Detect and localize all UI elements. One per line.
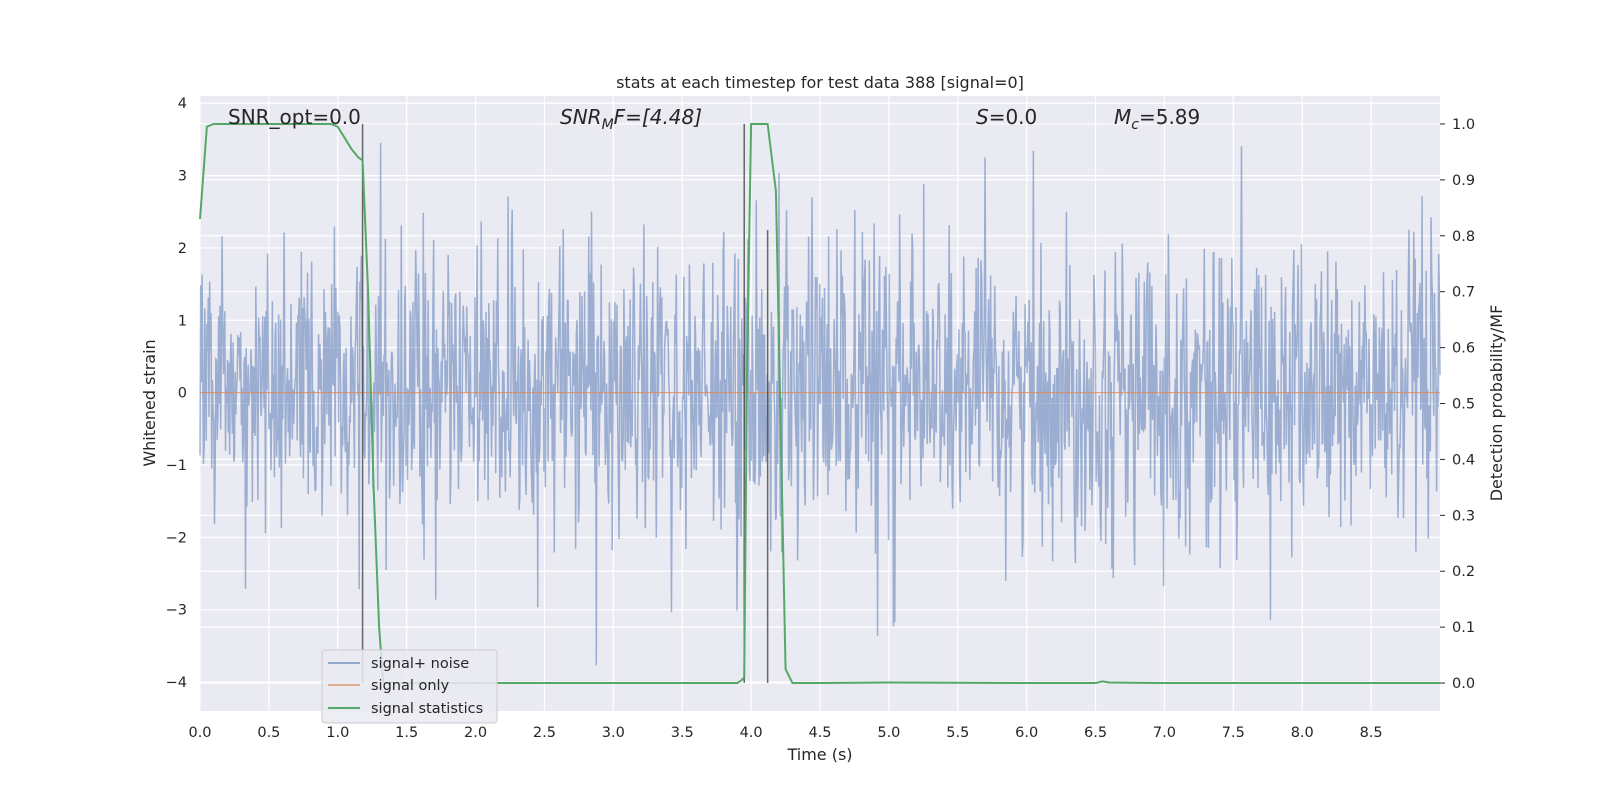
y-tick-label: −2	[166, 530, 187, 546]
x-tick-label: 2.5	[533, 725, 556, 741]
y2-tick-label: 1.0	[1452, 117, 1475, 133]
y2-axis-label: Detection probability/MF	[1487, 305, 1506, 502]
x-tick-label: 8.5	[1360, 725, 1383, 741]
y2-tick-label: 0.0	[1452, 676, 1475, 692]
y-tick-label: −3	[166, 603, 187, 619]
y-tick-label: −4	[166, 675, 187, 691]
series-signal-noise	[199, 143, 1441, 666]
x-tick-label: 1.0	[326, 725, 349, 741]
x-tick-label: 0.5	[257, 725, 280, 741]
x-tick-label: 1.5	[395, 725, 418, 741]
x-tick-label: 3.0	[602, 725, 625, 741]
ticks: 0.0 0.5 1.0 1.5 2.0 2.5 3.0 3.5 4.0 4.5 5.0 5.5 6.0 6…	[166, 96, 1475, 741]
y-tick-label: 3	[178, 169, 187, 185]
noise-line	[199, 143, 1441, 666]
x-tick-label: 7.5	[1222, 725, 1245, 741]
y2-tick-label: 0.8	[1452, 229, 1475, 245]
x-tick-label: 4.5	[808, 725, 831, 741]
x-axis-label: Time (s)	[786, 745, 852, 764]
annotation-mc: Mc=5.89	[1114, 105, 1200, 133]
y-axis-label: Whitened strain	[140, 339, 159, 466]
y-tick-label: 2	[178, 241, 187, 257]
y2-tick-label: 0.1	[1452, 620, 1475, 636]
annotation-snr-opt: SNR_opt=0.0	[228, 105, 361, 129]
y-tick-label: 1	[178, 313, 187, 329]
x-tick-label: 4.0	[740, 725, 763, 741]
annotation-s: S=0.0	[976, 105, 1037, 129]
y2-tick-label: 0.7	[1452, 285, 1475, 301]
y2-tick-label: 0.2	[1452, 564, 1475, 580]
x-tick-label: 6.0	[1015, 725, 1038, 741]
x-tick-label: 7.0	[1153, 725, 1176, 741]
x-tick-label: 0.0	[188, 725, 211, 741]
x-tick-label: 3.5	[671, 725, 694, 741]
y-tick-label: 4	[178, 96, 187, 112]
statistics-line	[199, 122, 1440, 685]
series-signal-statistics	[199, 122, 1440, 685]
annotation-snr-mf: SNRMF=[4.48]	[560, 105, 702, 133]
x-tick-label: 5.5	[946, 725, 969, 741]
chart-title: stats at each timestep for test data 388…	[616, 73, 1024, 92]
legend: signal+ noise signal only signal statist…	[321, 649, 498, 724]
y-tick-label: 0	[178, 386, 187, 402]
legend-label-signal-statistics: signal statistics	[371, 701, 483, 717]
y2-tick-label: 0.4	[1452, 452, 1475, 468]
x-tick-label: 2.0	[464, 725, 487, 741]
y2-tick-label: 0.9	[1452, 173, 1475, 189]
legend-label-signal-only: signal only	[371, 678, 450, 694]
x-tick-label: 6.5	[1084, 725, 1107, 741]
x-tick-label: 8.0	[1291, 725, 1314, 741]
y2-tick-label: 0.5	[1452, 397, 1475, 413]
legend-box	[321, 649, 498, 724]
x-tick-label: 5.0	[877, 725, 900, 741]
y2-tick-label: 0.3	[1452, 508, 1475, 524]
y2-tick-label: 0.6	[1452, 341, 1475, 357]
y-tick-label: −1	[166, 458, 187, 474]
legend-label-signal-noise: signal+ noise	[371, 656, 469, 672]
